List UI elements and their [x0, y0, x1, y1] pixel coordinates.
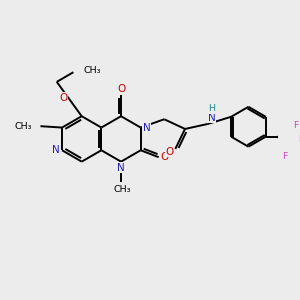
Text: F: F: [293, 121, 298, 130]
Text: CH₃: CH₃: [114, 185, 131, 194]
Text: O: O: [59, 93, 67, 103]
Text: CH₃: CH₃: [83, 66, 100, 75]
Text: N: N: [143, 123, 151, 133]
Text: N: N: [117, 163, 125, 173]
Text: H: H: [208, 104, 215, 113]
Text: F: F: [282, 152, 287, 160]
Text: O: O: [117, 84, 125, 94]
Text: O: O: [165, 147, 173, 157]
Text: F: F: [298, 135, 300, 144]
Text: CH₃: CH₃: [15, 122, 32, 131]
Text: N: N: [52, 145, 60, 155]
Text: O: O: [161, 152, 169, 162]
Text: N: N: [208, 113, 216, 123]
